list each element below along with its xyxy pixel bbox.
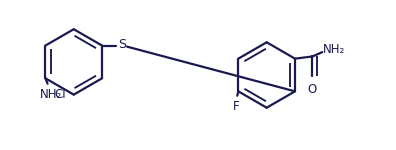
- Text: O: O: [308, 83, 317, 96]
- Text: NH₂: NH₂: [40, 88, 62, 101]
- Text: F: F: [233, 100, 240, 113]
- Text: S: S: [118, 38, 126, 51]
- Text: NH₂: NH₂: [324, 44, 346, 56]
- Text: Cl: Cl: [55, 88, 66, 101]
